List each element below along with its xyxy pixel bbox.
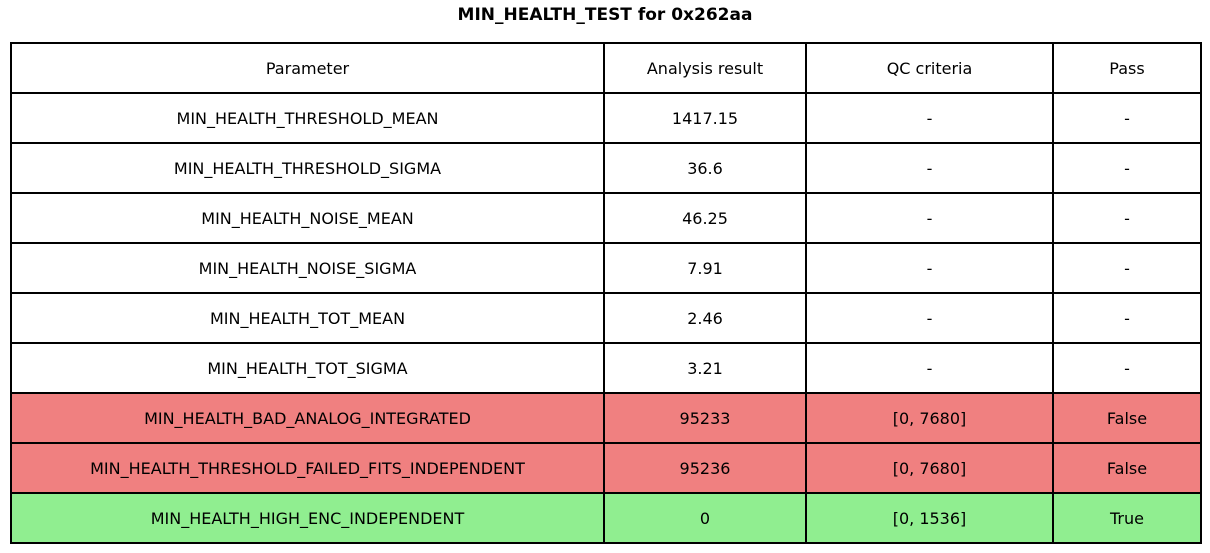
param-cell: MIN_HEALTH_HIGH_ENC_INDEPENDENT <box>10 492 605 544</box>
pass-cell: - <box>1052 292 1202 344</box>
page-title: MIN_HEALTH_TEST for 0x262aa <box>457 5 753 25</box>
pass-cell: - <box>1052 142 1202 194</box>
header-parameter: Parameter <box>10 42 605 94</box>
param-cell: MIN_HEALTH_TOT_MEAN <box>10 292 605 344</box>
qc-cell: - <box>805 142 1054 194</box>
table-row-pass: MIN_HEALTH_HIGH_ENC_INDEPENDENT 0 [0, 15… <box>10 492 1202 544</box>
table-row: MIN_HEALTH_THRESHOLD_SIGMA 36.6 - - <box>10 142 1202 194</box>
result-cell: 1417.15 <box>603 92 807 144</box>
pass-cell: - <box>1052 342 1202 394</box>
qc-cell: - <box>805 242 1054 294</box>
result-cell: 36.6 <box>603 142 807 194</box>
param-cell: MIN_HEALTH_NOISE_SIGMA <box>10 242 605 294</box>
header-pass: Pass <box>1052 42 1202 94</box>
qc-cell: [0, 1536] <box>805 492 1054 544</box>
qc-cell: [0, 7680] <box>805 442 1054 494</box>
param-cell: MIN_HEALTH_THRESHOLD_MEAN <box>10 92 605 144</box>
qc-cell: - <box>805 342 1054 394</box>
param-cell: MIN_HEALTH_THRESHOLD_FAILED_FITS_INDEPEN… <box>10 442 605 494</box>
result-cell: 2.46 <box>603 292 807 344</box>
qc-cell: - <box>805 192 1054 244</box>
result-cell: 95233 <box>603 392 807 444</box>
table-row: MIN_HEALTH_NOISE_MEAN 46.25 - - <box>10 192 1202 244</box>
pass-cell: True <box>1052 492 1202 544</box>
pass-cell: False <box>1052 392 1202 444</box>
pass-cell: - <box>1052 192 1202 244</box>
table-row: MIN_HEALTH_NOISE_SIGMA 7.91 - - <box>10 242 1202 294</box>
table-header-row: Parameter Analysis result QC criteria Pa… <box>10 42 1202 94</box>
table-row: MIN_HEALTH_THRESHOLD_MEAN 1417.15 - - <box>10 92 1202 144</box>
table-row-fail: MIN_HEALTH_BAD_ANALOG_INTEGRATED 95233 [… <box>10 392 1202 444</box>
result-cell: 7.91 <box>603 242 807 294</box>
header-qc-criteria: QC criteria <box>805 42 1054 94</box>
table-row: MIN_HEALTH_TOT_MEAN 2.46 - - <box>10 292 1202 344</box>
pass-cell: - <box>1052 242 1202 294</box>
table-row-fail: MIN_HEALTH_THRESHOLD_FAILED_FITS_INDEPEN… <box>10 442 1202 494</box>
result-cell: 95236 <box>603 442 807 494</box>
param-cell: MIN_HEALTH_BAD_ANALOG_INTEGRATED <box>10 392 605 444</box>
qc-cell: [0, 7680] <box>805 392 1054 444</box>
param-cell: MIN_HEALTH_TOT_SIGMA <box>10 342 605 394</box>
pass-cell: - <box>1052 92 1202 144</box>
param-cell: MIN_HEALTH_NOISE_MEAN <box>10 192 605 244</box>
pass-cell: False <box>1052 442 1202 494</box>
qc-cell: - <box>805 292 1054 344</box>
qc-cell: - <box>805 92 1054 144</box>
result-cell: 46.25 <box>603 192 807 244</box>
result-cell: 3.21 <box>603 342 807 394</box>
table-row: MIN_HEALTH_TOT_SIGMA 3.21 - - <box>10 342 1202 394</box>
header-analysis-result: Analysis result <box>603 42 807 94</box>
qc-results-table: Parameter Analysis result QC criteria Pa… <box>10 42 1202 544</box>
result-cell: 0 <box>603 492 807 544</box>
param-cell: MIN_HEALTH_THRESHOLD_SIGMA <box>10 142 605 194</box>
